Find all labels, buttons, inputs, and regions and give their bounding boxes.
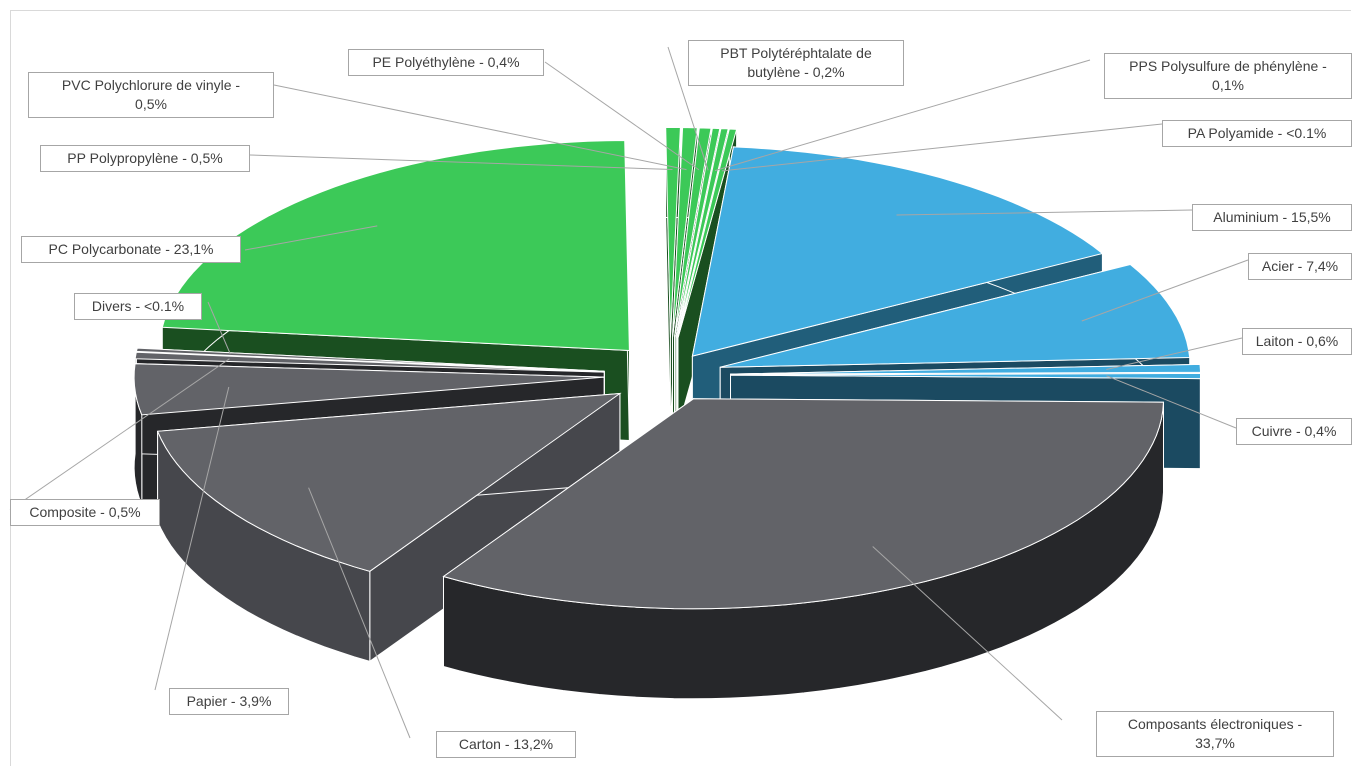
leader-line (872, 546, 1063, 721)
label-pps-line1: PPS Polysulfure de phénylène - (1129, 58, 1327, 74)
label-aluminium: Aluminium - 15,5% (1192, 204, 1352, 231)
label-pps: PPS Polysulfure de phénylène - 0,1% (1104, 53, 1352, 99)
leader-line (896, 209, 1193, 216)
label-acier: Acier - 7,4% (1248, 253, 1352, 280)
label-composants: Composants électroniques - 33,7% (1096, 711, 1334, 757)
label-cuivre: Cuivre - 0,4% (1236, 418, 1352, 445)
label-pvc-line2: 0,5% (135, 96, 167, 112)
leader-lines (9, 46, 1249, 739)
leader-line (308, 487, 411, 739)
leader-line (154, 386, 230, 691)
pie-slice-composants-lectroniques (442, 397, 1165, 700)
label-pbt-line1: PBT Polytéréphtalate de (720, 45, 872, 61)
leader-line (273, 84, 687, 171)
label-carton: Carton - 13,2% (436, 731, 576, 758)
leader-line (249, 154, 673, 170)
pie-slice-carton (156, 392, 622, 663)
label-pbt-line2: butylène - 0,2% (747, 64, 845, 80)
label-laiton: Laiton - 0,6% (1242, 328, 1352, 355)
label-pbt: PBT Polytéréphtalate de butylène - 0,2% (688, 40, 904, 86)
leader-line (9, 358, 230, 511)
label-composants-line2: 33,7% (1195, 735, 1235, 751)
label-pps-line2: 0,1% (1212, 77, 1244, 93)
leader-line (714, 59, 1091, 172)
leader-line (1106, 375, 1237, 429)
leader-line (721, 123, 1163, 172)
label-pvc-line1: PVC Polychlorure de vinyle - (61, 77, 241, 93)
leader-line (207, 301, 231, 355)
leader-line (1106, 337, 1243, 370)
leader-line (667, 46, 709, 171)
leader-line (1081, 259, 1249, 322)
label-divers: Divers - <0.1% (74, 293, 202, 320)
leader-line (544, 61, 700, 171)
leader-line (244, 225, 378, 251)
label-composite: Composite - 0,5% (10, 499, 160, 526)
chart-frame (10, 10, 1351, 766)
label-pp: PP Polypropylène - 0,5% (40, 145, 250, 172)
label-composants-line1: Composants électroniques - (1127, 716, 1303, 732)
label-pc: PC Polycarbonate - 23,1% (21, 236, 241, 263)
label-papier: Papier - 3,9% (169, 688, 289, 715)
slices-layer (133, 127, 1202, 700)
label-pe: PE Polyéthylène - 0,4% (348, 49, 544, 76)
label-pa: PA Polyamide - <0.1% (1162, 120, 1352, 147)
label-pvc: PVC Polychlorure de vinyle - 0,5% (28, 72, 274, 118)
